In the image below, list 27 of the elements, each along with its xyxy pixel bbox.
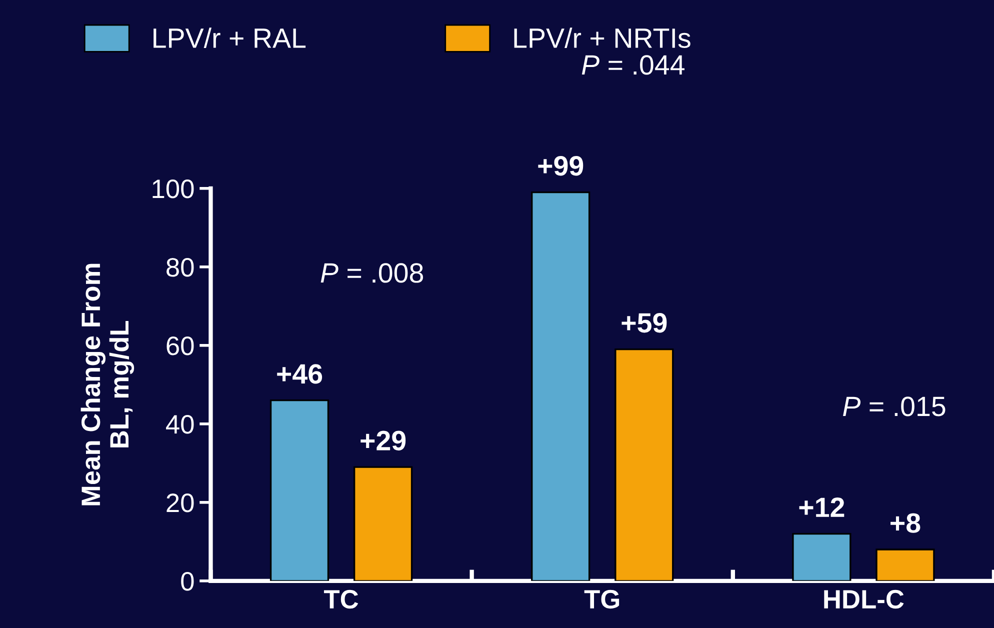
y-tick-label: 40: [166, 415, 194, 434]
y-tick-label: 80: [166, 258, 194, 277]
y-tick-label: 100: [152, 180, 194, 198]
data-label: +46: [277, 364, 322, 384]
annotation: P = .008: [320, 263, 424, 283]
bar: [353, 466, 413, 581]
y-axis-title: Mean Change From BL, mg/dL: [80, 264, 134, 506]
y-tick-label: 60: [166, 336, 194, 356]
x-tick-label: HDL-C: [824, 590, 904, 609]
annotation: P = .015: [843, 396, 946, 416]
y-tick-label: 20: [166, 494, 194, 512]
bar: [614, 348, 674, 581]
text: P = .044: [582, 55, 684, 75]
bar: [531, 191, 590, 581]
y-tick-label: 0: [181, 572, 194, 591]
legend-label: LPV/r + NRTIs: [514, 28, 690, 48]
data-label: +8: [890, 513, 920, 533]
x-tick-label: TC: [324, 590, 358, 609]
data-label: +12: [799, 498, 844, 517]
bar: [270, 400, 330, 581]
data-label: +99: [538, 156, 584, 176]
bar: [876, 548, 935, 581]
data-label: +59: [622, 313, 667, 333]
bar: [792, 532, 852, 581]
x-tick-label: TG: [584, 590, 620, 609]
legend-label: LPV/r + RAL: [154, 28, 306, 48]
data-label: +29: [360, 430, 406, 450]
